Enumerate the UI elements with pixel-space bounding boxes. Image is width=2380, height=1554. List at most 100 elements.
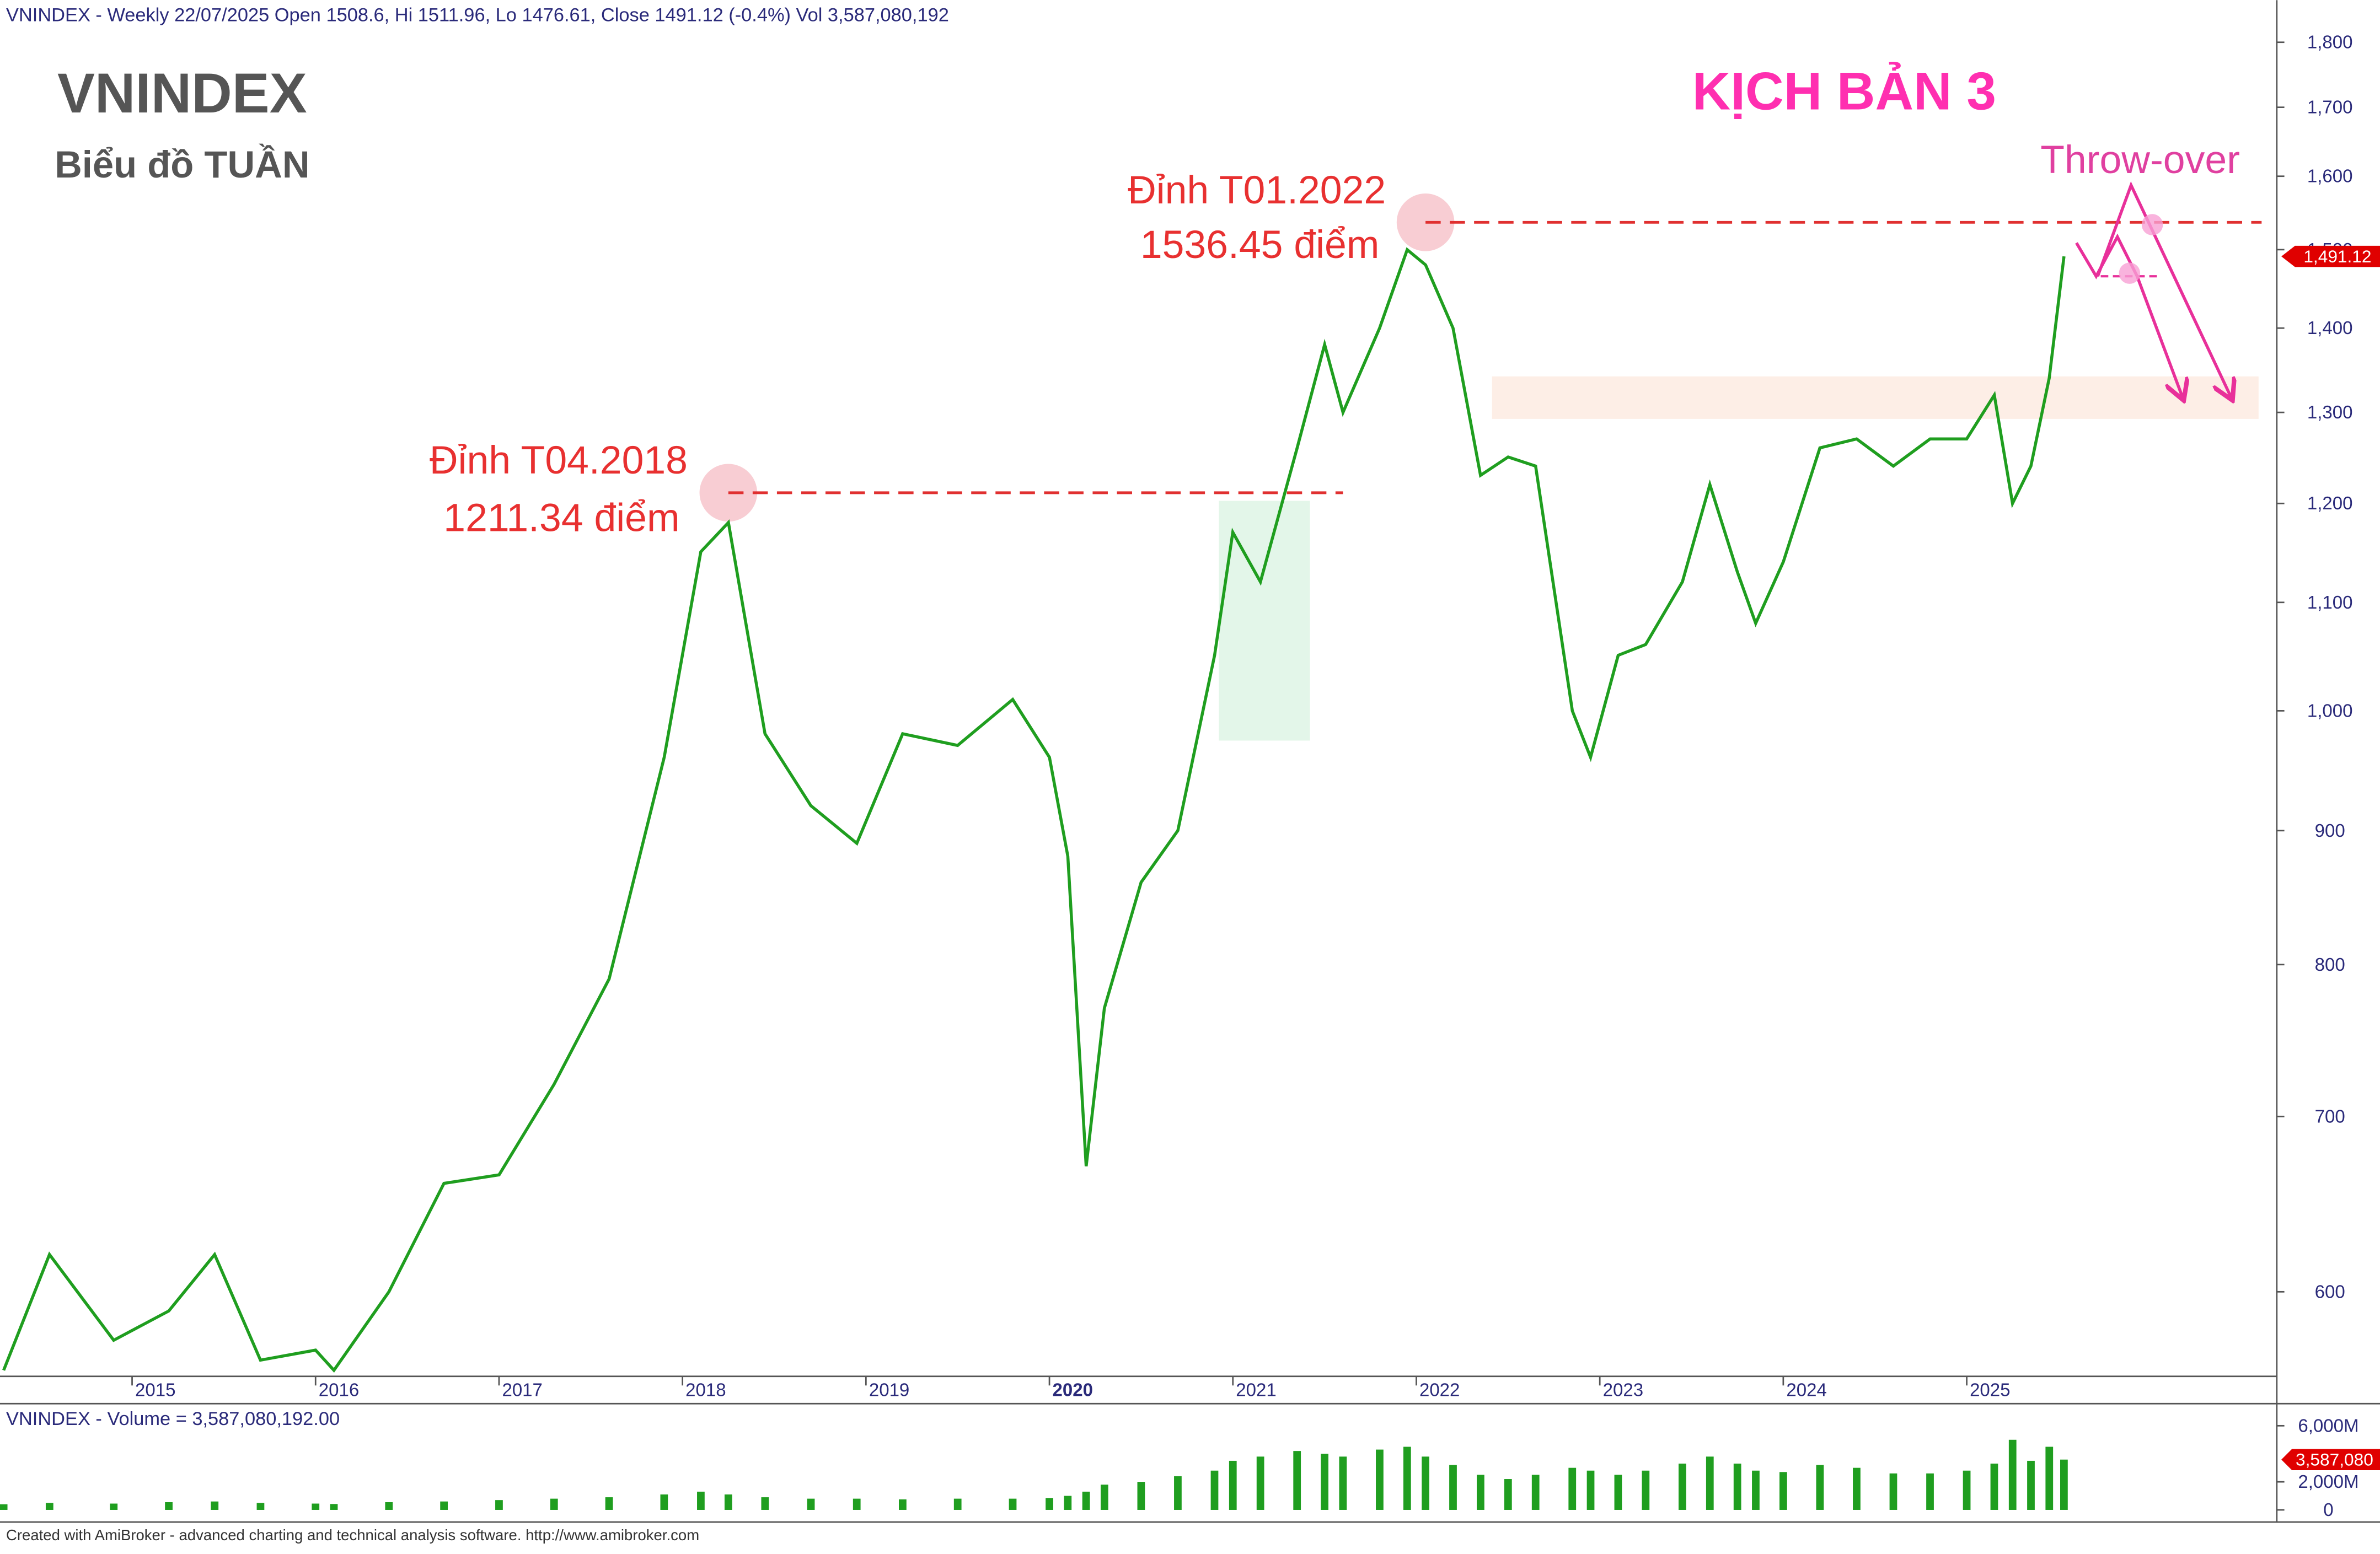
volume-marker-label: 3,587,080 (2296, 1450, 2373, 1470)
volume-bar (1990, 1464, 1998, 1510)
price-marker (2281, 245, 2380, 267)
volume-bar (1256, 1456, 1264, 1510)
x-tick-label: 2020 (1053, 1380, 1093, 1400)
scenario-arrow (2075, 233, 2183, 398)
volume-bar (1779, 1472, 1787, 1510)
x-tick-label: 2023 (1603, 1380, 1643, 1400)
x-tick-label: 2025 (1970, 1380, 2010, 1400)
x-tick-label: 2018 (685, 1380, 726, 1400)
volume-bar (605, 1497, 613, 1510)
volume-bar (1064, 1496, 1072, 1510)
volume-bar (1403, 1447, 1411, 1510)
volume-bar (697, 1491, 705, 1510)
volume-bar (440, 1501, 448, 1510)
x-tick-label: 2015 (135, 1380, 175, 1400)
volume-bar (165, 1502, 173, 1510)
volume-bar (211, 1501, 219, 1510)
scenario-arrow (2096, 181, 2231, 397)
price-line (2, 247, 2066, 1373)
scenario-dot (2141, 214, 2163, 235)
x-tick-label: 2017 (502, 1380, 542, 1400)
scenario-dot (2119, 262, 2141, 284)
volume-bar (1531, 1475, 1540, 1510)
volume-bar (1926, 1473, 1934, 1510)
y-tick-label: 900 (2315, 820, 2345, 841)
volume-bar (1642, 1470, 1650, 1510)
y-tick-label: 600 (2315, 1281, 2345, 1302)
volume-bar (0, 1504, 8, 1510)
volume-bar (1752, 1470, 1760, 1510)
volume-bar (330, 1504, 338, 1510)
y-tick-label: 0 (2323, 1499, 2333, 1520)
x-tick-label: 2016 (319, 1380, 359, 1400)
x-tick-label: 2024 (1786, 1380, 1826, 1400)
x-tick-label: 2019 (869, 1380, 909, 1400)
volume-bar (761, 1497, 769, 1510)
volume-bar (1706, 1456, 1714, 1510)
volume-bar (1229, 1460, 1237, 1510)
volume-bar (550, 1498, 558, 1510)
volume-bar (110, 1503, 118, 1510)
volume-bar (1586, 1470, 1595, 1510)
peak-marker (1396, 193, 1455, 251)
volume-bar (1678, 1464, 1686, 1510)
volume-bar (2008, 1439, 2017, 1510)
volume-bar (660, 1494, 668, 1510)
volume-bar (1376, 1449, 1384, 1510)
volume-bar (1046, 1498, 1053, 1510)
peak-title: Đỉnh T01.2022 (1128, 168, 1386, 212)
y-tick-label: 1,600 (2307, 166, 2353, 186)
volume-bar (1889, 1473, 1897, 1510)
y-tick-label: 2,000M (2298, 1471, 2358, 1492)
volume-bar (724, 1494, 732, 1510)
volume-bar (385, 1502, 393, 1510)
header: VNINDEX - Weekly 22/07/2025 Open 1508.6,… (6, 5, 949, 26)
peak-title: Đỉnh T04.2018 (430, 438, 688, 482)
green-zone (1219, 501, 1310, 741)
volume-bar (1504, 1479, 1512, 1510)
volume-bar (1422, 1456, 1429, 1510)
volume-bar (1816, 1465, 1824, 1510)
volume-bar (2060, 1459, 2068, 1510)
volume-bar (1321, 1454, 1328, 1510)
volume-bar (2045, 1447, 2054, 1510)
volume-bar (1082, 1491, 1090, 1510)
peak-label: 1211.34 điểm (443, 496, 679, 540)
volume-bar (1137, 1482, 1145, 1510)
y-tick-label: 1,100 (2307, 592, 2353, 612)
volume-bar (312, 1503, 320, 1510)
y-tick-label: 1,800 (2307, 32, 2353, 52)
volume-bar (45, 1503, 53, 1510)
peak-label: 1536.45 điểm (1140, 223, 1380, 267)
volume-bar (1449, 1465, 1457, 1510)
title: VNINDEX (57, 62, 307, 125)
y-tick-label: 6,000M (2298, 1415, 2358, 1435)
y-tick-label: 700 (2315, 1106, 2345, 1126)
volume-bar (807, 1498, 815, 1510)
x-tick-label: 2021 (1236, 1380, 1276, 1400)
y-tick-label: 1,700 (2307, 97, 2353, 117)
volume-bar (953, 1498, 962, 1510)
volume-bar (1477, 1475, 1484, 1510)
x-tick-label: 2022 (1419, 1380, 1460, 1400)
footer: Created with AmiBroker - advanced charti… (6, 1526, 699, 1544)
volume-bar (1293, 1451, 1301, 1510)
volume-bar (1614, 1475, 1622, 1510)
volume-bar (2027, 1460, 2035, 1510)
volume-bar (1100, 1485, 1108, 1510)
y-tick-label: 1,200 (2307, 493, 2353, 513)
subtitle: Biểu đồ TUẦN (55, 143, 309, 186)
volume-bar (1853, 1467, 1861, 1510)
volume-bar (1009, 1498, 1017, 1510)
volume-marker (2281, 1449, 2380, 1470)
y-tick-label: 800 (2315, 954, 2345, 975)
scenario: KỊCH BẢN 3 (1692, 61, 1996, 121)
volume-bar (1568, 1467, 1577, 1510)
y-tick-label: 1,300 (2307, 402, 2353, 422)
volume-bar (495, 1500, 503, 1510)
volume-bar (1733, 1464, 1741, 1510)
y-tick-label: 1,000 (2307, 700, 2353, 720)
volume-bar (899, 1499, 907, 1510)
